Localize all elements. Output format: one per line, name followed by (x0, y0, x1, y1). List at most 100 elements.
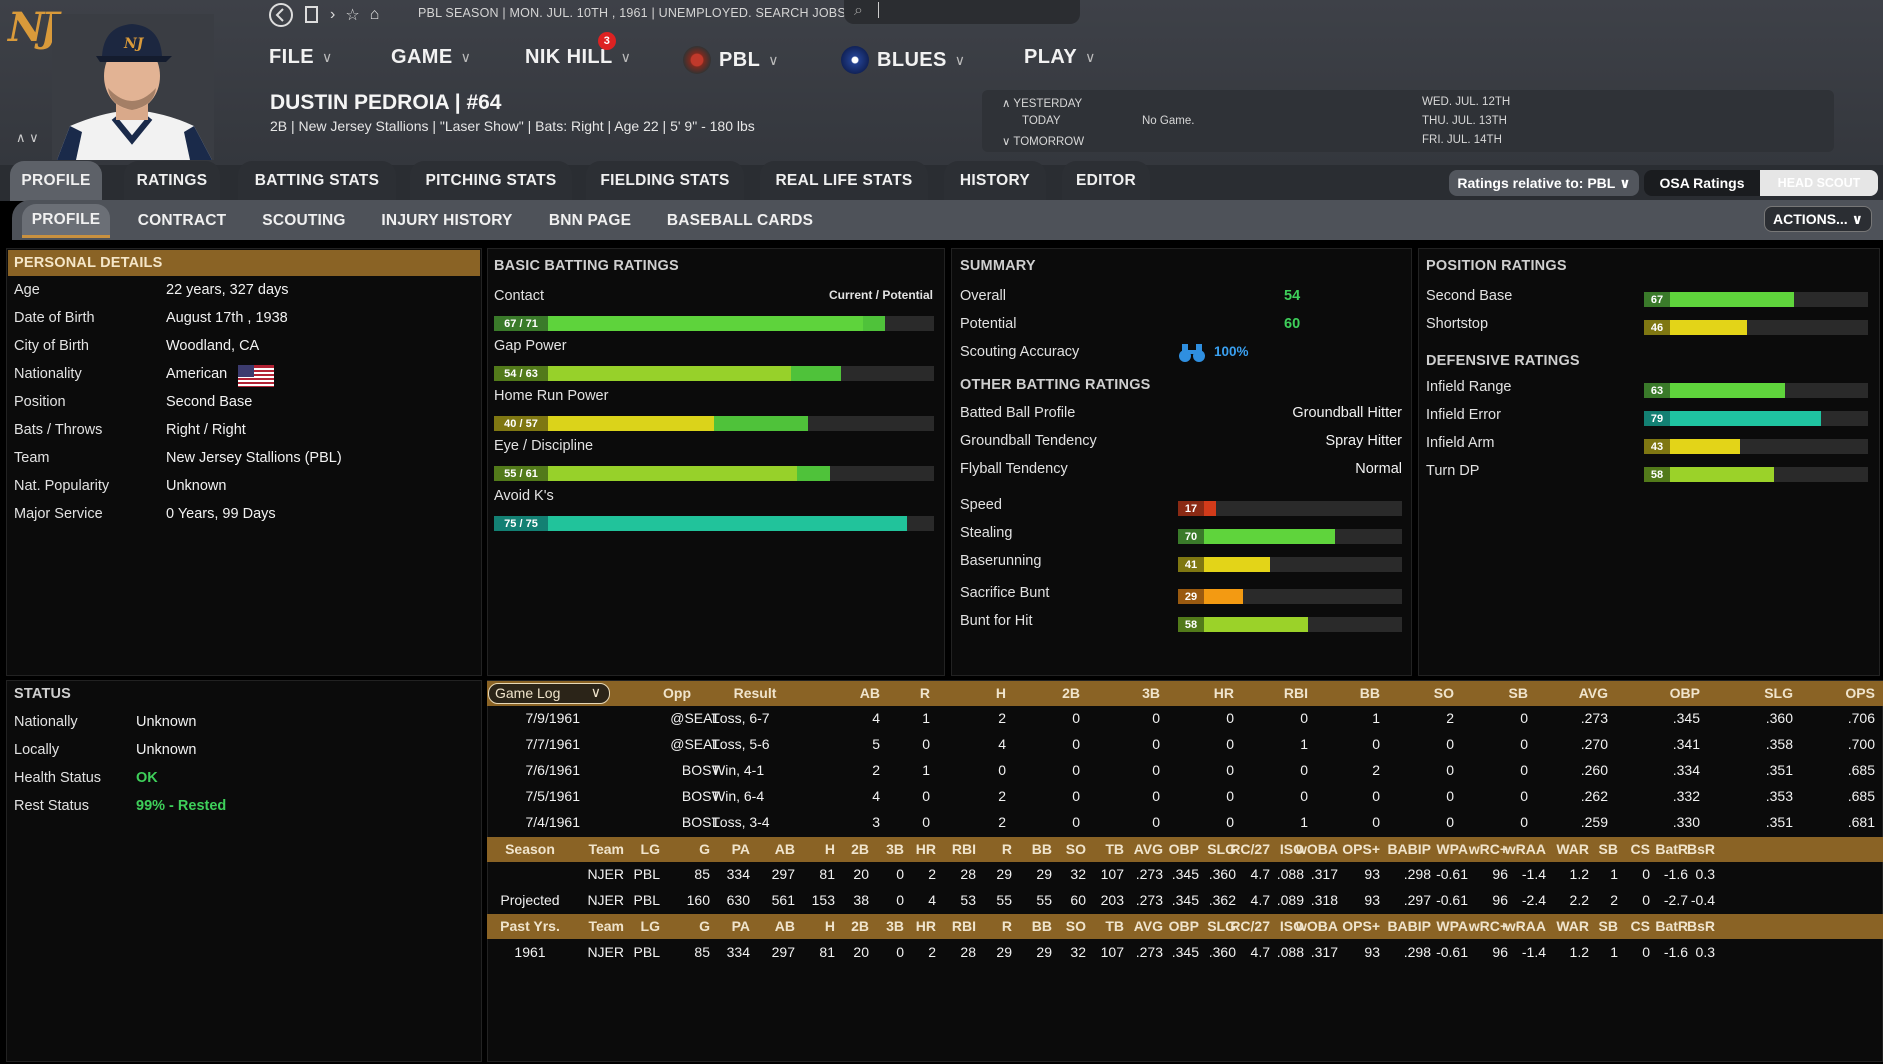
stats-col-header[interactable]: BB (1031, 841, 1052, 857)
page-icon[interactable] (304, 5, 320, 25)
stats-col-header[interactable]: SLG (1207, 841, 1236, 857)
stats-col-header[interactable]: wRAA (1504, 841, 1546, 857)
stats-col-header[interactable]: LG (640, 841, 660, 857)
stats-col-header[interactable]: HR (915, 841, 936, 857)
stats-col-header[interactable]: LG (640, 918, 660, 934)
stats-col-header[interactable]: SO (1065, 841, 1086, 857)
gamelog-dropdown[interactable]: Game Log ∨ (488, 683, 610, 704)
gamelog-col-header[interactable]: AB (859, 685, 880, 701)
stats-col-header[interactable]: OPS+ (1342, 841, 1380, 857)
stats-col-header[interactable]: ISO (1279, 841, 1304, 857)
gamelog-col-header[interactable]: 3B (1142, 685, 1160, 701)
gamelog-col-header[interactable]: SLG (1764, 685, 1793, 701)
stats-col-header[interactable]: G (699, 841, 710, 857)
stats-col-header[interactable]: AVG (1133, 841, 1163, 857)
ratings-relative-dropdown[interactable]: Ratings relative to: PBL ∨ (1449, 170, 1639, 196)
stats-col-header[interactable]: Team (588, 841, 624, 857)
stats-col-header[interactable]: ISO (1279, 918, 1304, 934)
stats-col-header[interactable]: AB (774, 841, 795, 857)
stats-col-header[interactable]: WAR (1556, 841, 1589, 857)
stats-col-header[interactable]: CS (1630, 918, 1650, 934)
home-icon[interactable]: ⌂ (369, 6, 380, 23)
stats-col-header[interactable]: Past Yrs. (500, 918, 560, 934)
stats-col-header[interactable]: PA (731, 918, 750, 934)
stats-col-header[interactable]: AVG (1133, 918, 1163, 934)
stats-col-header[interactable]: BatR (1655, 918, 1688, 934)
stats-col-header[interactable]: wOBA (1296, 841, 1338, 857)
stats-col-header[interactable]: CS (1630, 841, 1650, 857)
subtab-injury-history[interactable]: INJURY HISTORY (381, 212, 513, 229)
stats-col-header[interactable]: BsR (1686, 841, 1715, 857)
stats-col-header[interactable]: HR (915, 918, 936, 934)
yesterday-label[interactable]: ∧ YESTERDAY (1002, 98, 1083, 110)
stats-col-header[interactable]: OBP (1168, 841, 1199, 857)
gamelog-col-header[interactable]: RBI (1283, 685, 1308, 701)
stats-col-header[interactable]: Season (505, 841, 555, 857)
stats-col-header[interactable]: RC/27 (1230, 841, 1270, 857)
stats-col-header[interactable]: 2B (851, 918, 869, 934)
gamelog-col-header[interactable]: SO (1433, 685, 1454, 701)
gamelog-col-header[interactable]: HR (1213, 685, 1234, 701)
gamelog-col-header[interactable]: OBP (1669, 685, 1700, 701)
stats-col-header[interactable]: R (1001, 841, 1012, 857)
gamelog-col-header[interactable]: BB (1359, 685, 1380, 701)
stats-col-header[interactable]: 2B (851, 841, 869, 857)
stats-col-header[interactable]: SB (1598, 841, 1618, 857)
osa-ratings-toggle[interactable]: OSA Ratings (1644, 170, 1760, 196)
subtab-baseball-cards[interactable]: BASEBALL CARDS (666, 212, 814, 229)
subtab-bnn-page[interactable]: BNN PAGE (548, 212, 632, 229)
tab-pitching-stats[interactable]: PITCHING STATS (410, 161, 572, 201)
stats-col-header[interactable]: H (824, 841, 835, 857)
stats-col-header[interactable]: wRC+ (1468, 841, 1508, 857)
stats-col-header[interactable]: SO (1065, 918, 1086, 934)
stats-col-header[interactable]: RBI (951, 918, 976, 934)
season-status-text[interactable]: PBL SEASON | MON. JUL. 10TH , 1961 | UNE… (418, 6, 857, 20)
tab-history[interactable]: HISTORY (944, 161, 1046, 201)
stats-col-header[interactable]: Team (588, 918, 624, 934)
menu-file[interactable]: FILE ∨ (269, 46, 333, 68)
gamelog-col-header[interactable]: H (995, 685, 1006, 701)
stats-col-header[interactable]: RBI (951, 841, 976, 857)
tab-ratings[interactable]: RATINGS (124, 161, 220, 201)
stats-col-header[interactable]: RC/27 (1230, 918, 1270, 934)
menu-league[interactable]: PBL ∨ (683, 46, 779, 74)
forward-icon[interactable]: › (330, 6, 336, 23)
stats-col-header[interactable]: BB (1031, 918, 1052, 934)
subtab-profile[interactable]: PROFILE (22, 204, 110, 238)
history-back-icon[interactable] (268, 2, 294, 28)
menu-game[interactable]: GAME ∨ (391, 46, 472, 68)
team-logo[interactable]: NJ (8, 4, 60, 51)
stats-col-header[interactable]: G (699, 918, 710, 934)
stats-col-header[interactable]: H (824, 918, 835, 934)
tab-batting-stats[interactable]: BATTING STATS (238, 161, 396, 201)
stats-col-header[interactable]: BsR (1686, 918, 1715, 934)
tomorrow-label[interactable]: ∨ TOMORROW (1002, 136, 1085, 148)
search-input[interactable]: ⌕ (844, 0, 1080, 24)
stats-col-header[interactable]: wRAA (1504, 918, 1546, 934)
head-scout-toggle[interactable]: HEAD SCOUT (1760, 170, 1878, 196)
subtab-contract[interactable]: CONTRACT (137, 212, 227, 229)
stats-col-header[interactable]: SB (1598, 918, 1618, 934)
stats-col-header[interactable]: BABIP (1387, 918, 1431, 934)
stats-col-header[interactable]: SLG (1207, 918, 1236, 934)
actions-dropdown[interactable]: ACTIONS... ∨ (1764, 206, 1872, 232)
tab-profile[interactable]: PROFILE (10, 161, 102, 201)
stats-col-header[interactable]: WPA (1436, 841, 1468, 857)
stats-col-header[interactable]: OPS+ (1342, 918, 1380, 934)
stats-col-header[interactable]: R (1001, 918, 1012, 934)
portrait-nav-arrows[interactable]: ∧ ∨ (16, 130, 39, 145)
stats-col-header[interactable]: WPA (1436, 918, 1468, 934)
gamelog-col-header[interactable]: AVG (1578, 685, 1608, 701)
gamelog-col-header[interactable]: Opp (663, 685, 691, 701)
stats-col-header[interactable]: AB (774, 918, 795, 934)
tab-editor[interactable]: EDITOR (1062, 161, 1150, 201)
stats-col-header[interactable]: BatR (1655, 841, 1688, 857)
gamelog-col-header[interactable]: 2B (1062, 685, 1080, 701)
stats-col-header[interactable]: OBP (1168, 918, 1199, 934)
stats-col-header[interactable]: wRC+ (1468, 918, 1508, 934)
stats-col-header[interactable]: TB (1105, 918, 1124, 934)
menu-manager[interactable]: NIK HILL ∨ 3 (525, 32, 631, 69)
stats-col-header[interactable]: 3B (886, 841, 904, 857)
subtab-scouting[interactable]: SCOUTING (262, 212, 346, 229)
stats-col-header[interactable]: TB (1105, 841, 1124, 857)
